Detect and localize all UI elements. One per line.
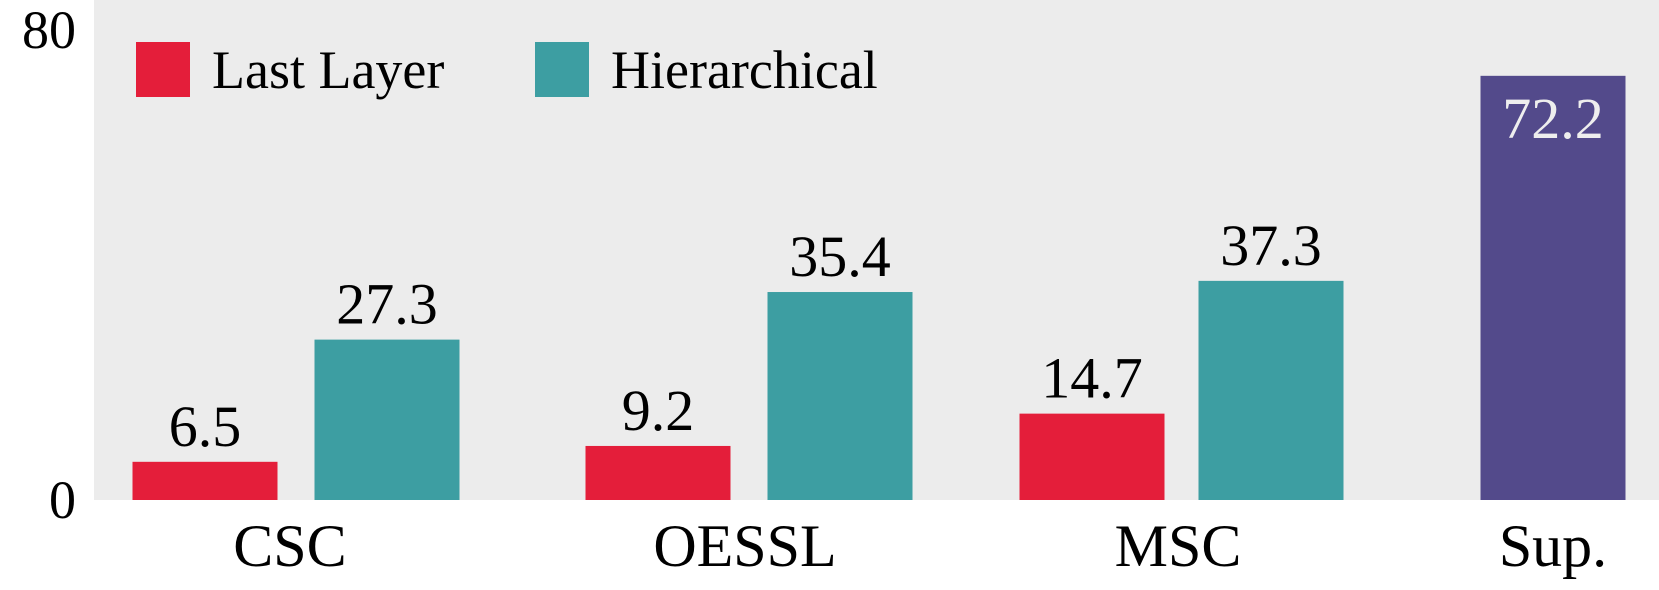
bar-msc-series-2 [1198, 280, 1344, 500]
legend-swatch [535, 42, 589, 97]
x-tick-label: Sup. [1499, 513, 1607, 579]
bar-csc-series-1 [132, 461, 278, 500]
y-tick-label: 80 [22, 0, 76, 60]
bar-value-label: 37.3 [1220, 213, 1322, 278]
x-tick-label: OESSL [653, 513, 836, 579]
bar-value-label: 35.4 [789, 224, 891, 289]
bar-value-label: 14.7 [1041, 346, 1143, 411]
bar-value-label: 6.5 [169, 394, 242, 459]
bar-sup-series-3 [1480, 75, 1626, 500]
legend: Last Layer Hierarchical [136, 40, 878, 100]
bar-value-label: 27.3 [336, 272, 438, 337]
legend-label: Last Layer [212, 40, 444, 100]
bars [132, 75, 1626, 500]
y-axis-ticks: 0 80 [22, 0, 76, 530]
x-axis-tick-labels: CSC OESSL MSC Sup. [233, 513, 1607, 579]
bar-csc-series-2 [314, 339, 460, 500]
y-tick-label: 0 [49, 470, 76, 530]
bar-value-label: 72.2 [1502, 86, 1604, 151]
x-tick-label: MSC [1115, 513, 1242, 579]
bar-value-labels: 6.5 9.2 14.7 27.3 35.4 37.3 72.2 [169, 86, 1604, 459]
legend-label: Hierarchical [611, 40, 878, 100]
bar-oessl-series-1 [585, 445, 731, 500]
x-tick-label: CSC [233, 513, 346, 579]
legend-swatch [136, 42, 190, 97]
bar-msc-series-1 [1019, 413, 1165, 500]
bar-value-label: 9.2 [622, 378, 695, 443]
bar-oessl-series-2 [767, 292, 913, 500]
